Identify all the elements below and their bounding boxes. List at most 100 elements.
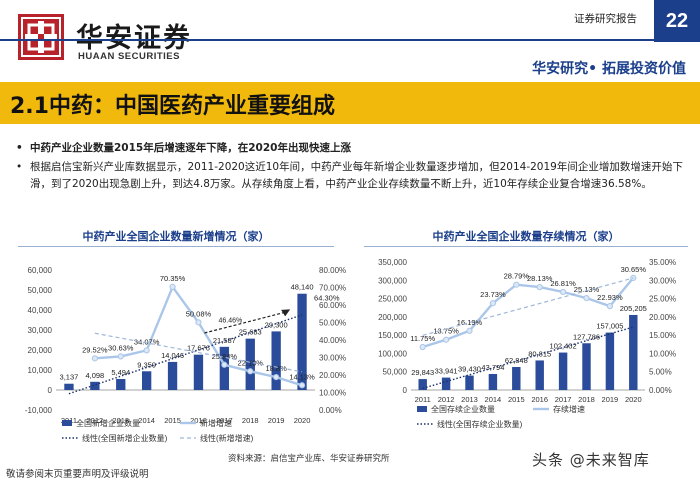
growth-data-label: 28.13% [527, 274, 553, 283]
bar-mark [167, 361, 178, 390]
disclaimer: 敬请参阅末页重要声明及评级说明 [6, 469, 149, 480]
bar-data-label: 21,587 [213, 336, 236, 345]
annotation-arrow [204, 311, 287, 334]
bar-data-label: 17,676 [187, 344, 210, 353]
growth-data-label: 23.73% [480, 290, 506, 299]
growth-point [273, 374, 280, 381]
growth-point [169, 283, 176, 290]
growth-data-label: 22.93% [597, 293, 623, 302]
growth-data-label: 14.13% [289, 372, 315, 381]
growth-point [143, 347, 150, 354]
bar-data-label: 102,402 [550, 342, 577, 351]
x-axis-tick-label: 2013 [112, 416, 129, 425]
annotation-label: 64.30% [314, 293, 340, 302]
annotation-arrowhead [281, 309, 291, 317]
bar-data-label: 14,046 [161, 351, 184, 360]
legend-swatch-bar [62, 420, 72, 426]
x-axis-tick-label: 2014 [485, 395, 502, 404]
bar-data-label: 157,005 [596, 322, 623, 331]
y2-axis-tick-label: 50.00% [319, 319, 346, 328]
bar-mark [558, 352, 568, 390]
y-axis-tick-label: 50,000 [383, 368, 408, 377]
y-axis-tick-label: 0 [48, 386, 53, 395]
growth-data-label: 13.75% [433, 327, 459, 336]
growth-data-label: 22.13% [238, 358, 264, 367]
growth-point [536, 284, 543, 291]
growth-data-label: 11.75% [410, 334, 435, 343]
bar-mark [90, 381, 100, 390]
growth-point [583, 294, 590, 302]
y2-axis-tick-label: 20.00% [649, 313, 676, 322]
growth-point [117, 353, 124, 360]
x-axis-tick-label: 2015 [164, 416, 181, 425]
y2-axis-tick-label: 10.00% [649, 349, 676, 358]
legend-label: 线性(全国存续企业数量) [437, 419, 523, 429]
chart-existing-enterprises: 350,000 300,000 250,000 200,000 150,000 100,0… [378, 258, 676, 429]
bullet-item: 中药产业企业数量2015年后增速逐年下降，在2020年出现快速上涨 [16, 140, 688, 157]
legend-swatch-bar [417, 406, 427, 412]
bar-trend-line [68, 314, 303, 395]
bar-data-label: 25,683 [239, 328, 262, 337]
x-axis-tick-label: 2018 [242, 416, 259, 425]
bar-data-label: 29,843 [411, 368, 434, 377]
bar-data-label: 48,140 [291, 283, 314, 292]
y-axis-tick-label: 100,000 [378, 349, 407, 358]
bar-mark [512, 367, 521, 390]
bar-mark [219, 346, 230, 390]
growth-point [443, 336, 450, 343]
bar-data-label: 29,300 [265, 320, 288, 329]
chart-title-existing: 中药产业全国企业数量存续情况（家） [432, 230, 620, 243]
y-axis-tick-label: 350,000 [378, 258, 407, 267]
x-axis-tick-label: 2016 [531, 395, 548, 404]
bar-data-label: 39,430 [458, 365, 481, 374]
chart-title-new: 中药产业全国企业数量新增情况（家） [82, 230, 270, 243]
bar-mark [418, 379, 427, 390]
logo-chinese-name: 华安证券 [76, 23, 192, 54]
bar-data-label: 43,794 [481, 363, 504, 372]
legend-label: 新增增速 [200, 418, 232, 428]
y2-axis-tick-label: 10.00% [319, 389, 346, 398]
bar-data-label: 205,205 [620, 304, 647, 313]
bar-mark [441, 377, 451, 390]
y-axis-tick-label: 0 [403, 386, 408, 395]
growth-data-label: 25.13% [574, 285, 600, 294]
growth-point [606, 303, 613, 310]
growth-data-label: 18.8% [266, 364, 288, 373]
growth-data-label: 26.81% [550, 279, 576, 288]
y2-axis-tick-label: 0.00% [319, 406, 342, 415]
growth-data-label: 28.79% [504, 272, 530, 281]
bar-trend-line [422, 326, 634, 390]
growth-point [489, 300, 496, 307]
x-axis-tick-label: 2012 [87, 416, 104, 425]
y2-axis-tick-label: 0.00% [649, 386, 672, 395]
y2-axis-tick-label: 35.00% [649, 258, 676, 267]
y2-axis-tick-label: 15.00% [649, 331, 676, 340]
page-number: 22 [654, 0, 700, 42]
bar-mark [116, 379, 126, 390]
bar-data-label: 62,848 [505, 356, 528, 365]
growth-data-label: 30.63% [108, 343, 134, 352]
growth-line [422, 277, 635, 349]
y2-axis-tick-label: 30.00% [649, 276, 676, 285]
growth-data-label: 34.07% [134, 337, 160, 346]
growth-point [91, 355, 98, 362]
bar-data-label: 33,941 [435, 367, 458, 376]
growth-point [466, 327, 473, 334]
bar-data-label: 80,815 [528, 349, 551, 358]
bar-mark [465, 375, 474, 390]
y2-axis-tick-label: 60.00% [319, 301, 346, 310]
legend-label: 全国新增企业数量 [76, 418, 140, 428]
title-bar [0, 82, 700, 124]
watermark: 头条 @未来智库 [532, 451, 650, 469]
bar-mark [582, 343, 591, 390]
y-axis-tick-label: 250,000 [378, 295, 407, 304]
y-axis-tick-label: 200,000 [378, 313, 407, 322]
header-divider [0, 39, 654, 41]
bar-data-label: 5,494 [111, 368, 130, 377]
legend-label: 全国存续企业数量 [431, 404, 495, 414]
x-axis-tick-label: 2020 [294, 416, 311, 425]
y2-axis-tick-label: 30.00% [319, 354, 346, 363]
y-axis-tick-label: 50,000 [28, 286, 53, 295]
bar-data-label: 9,359 [137, 360, 156, 369]
growth-point [247, 368, 254, 375]
